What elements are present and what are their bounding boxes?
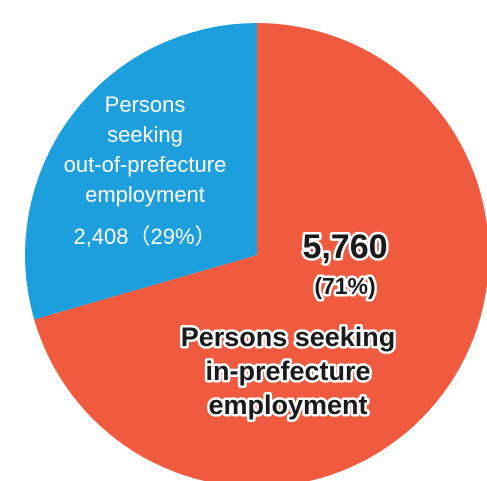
out-of-prefecture-value-percent-label: 2,408（29%） [73, 224, 216, 249]
in-prefecture-name-line-3: employment [208, 390, 367, 420]
out-of-prefecture-name-line-3: out-of-prefecture [64, 152, 227, 177]
out-of-prefecture-name-line-2: seeking [107, 122, 183, 147]
out-of-prefecture-name-line-1: Persons [105, 92, 186, 117]
in-prefecture-name-line-2: in-prefecture [205, 356, 370, 386]
out-of-prefecture-label-group: Persons seeking out-of-prefecture employ… [64, 92, 227, 249]
pie-slice-out-of-prefecture [24, 23, 257, 320]
in-prefecture-value-label: 5,760 [302, 228, 387, 266]
pie-slices [24, 23, 487, 481]
pie-slice-in-prefecture [34, 23, 487, 481]
in-prefecture-label-group: 5,760 (71%) Persons seeking in-prefectur… [178, 226, 398, 423]
in-prefecture-name-line-1: Persons seeking [181, 322, 396, 352]
in-prefecture-percent-label: (71%) [314, 273, 375, 299]
out-of-prefecture-name-line-4: employment [85, 182, 205, 207]
